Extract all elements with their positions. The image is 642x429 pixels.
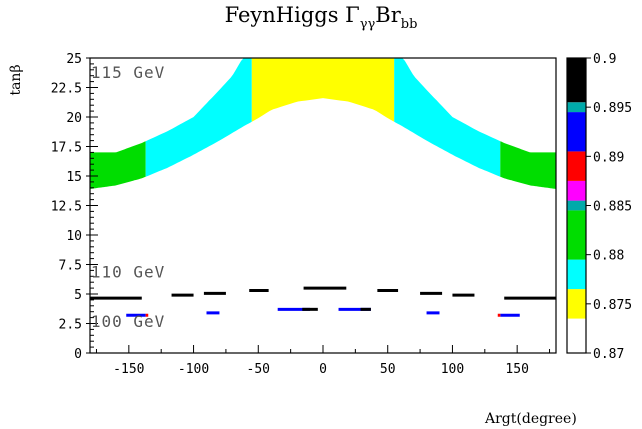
y-tick-label-8: 20 <box>66 111 82 126</box>
y-axis-label: tanβ <box>8 64 24 95</box>
plot-background <box>90 58 556 353</box>
chart-title-sub2: bb <box>401 17 418 32</box>
segments-110gev <box>90 286 556 300</box>
colorbar-tick-label-6: 0.9 <box>593 52 616 67</box>
colorbar-band-9 <box>567 58 586 103</box>
annotation-2: 100 GeV <box>91 312 165 331</box>
y-tick-label-10: 25 <box>66 52 82 67</box>
colorbar-band-2 <box>567 259 586 290</box>
x-tick-label-4: 50 <box>380 362 396 377</box>
x-tick-label-2: -50 <box>247 362 270 377</box>
x-tick-label-0: -150 <box>113 362 144 377</box>
y-tick-label-5: 12.5 <box>51 200 82 215</box>
plot-area <box>89 57 557 354</box>
regions-115gev <box>90 58 556 189</box>
colorbar-band-6 <box>567 151 586 181</box>
region-zone-4 <box>500 141 556 189</box>
y-tick-label-2: 5 <box>74 288 82 303</box>
colorbar-band-1 <box>567 289 586 319</box>
colorbar-band-3 <box>567 210 586 260</box>
region-zone-3 <box>394 58 501 177</box>
chart-title-main: FeynHiggs Γ <box>225 3 360 27</box>
y-tick-label-1: 2.5 <box>59 318 82 333</box>
chart-title-sub1: γγ <box>360 17 376 32</box>
chart-title-mid: Br <box>375 3 401 27</box>
colorbar-tick-label-1: 0.875 <box>593 298 632 313</box>
y-tick-label-7: 17.5 <box>51 141 82 156</box>
annotation-0: 115 GeV <box>91 63 165 82</box>
x-tick-label-3: 0 <box>319 362 327 377</box>
colorbar-band-4 <box>567 200 586 211</box>
x-tick-label-1: -100 <box>178 362 209 377</box>
y-tick-label-6: 15 <box>66 170 82 185</box>
colorbar-tick-label-4: 0.89 <box>593 150 624 165</box>
colorbar-band-5 <box>567 180 586 201</box>
colorbar-band-7 <box>567 112 586 152</box>
x-axis: -150 -100 -50 0 50 100 150 <box>95 345 551 377</box>
colorbar-tick-label-3: 0.885 <box>593 200 632 215</box>
colorbar-band-8 <box>567 102 586 113</box>
colorbar: 0.87 0.875 0.88 0.885 0.89 0.895 0.9 <box>566 52 632 362</box>
annotation-1: 110 GeV <box>91 263 165 282</box>
y-tick-label-0: 0 <box>74 347 82 362</box>
chart-title: FeynHiggs ΓγγBrbb <box>225 3 418 32</box>
colorbar-band-0 <box>567 318 586 353</box>
y-tick-label-3: 7.5 <box>59 259 82 274</box>
region-zone-2 <box>251 58 395 122</box>
x-axis-label: Argt(degree) <box>484 411 577 427</box>
y-tick-label-9: 22.5 <box>51 82 82 97</box>
colorbar-tick-label-0: 0.87 <box>593 347 624 362</box>
y-axis: 0 2.5 5 7.5 10 12.5 15 17.5 20 22.5 25 <box>51 52 98 362</box>
segments-100gev <box>126 307 520 317</box>
x-tick-label-6: 150 <box>505 362 528 377</box>
colorbar-tick-label-2: 0.88 <box>593 249 624 264</box>
colorbar-tick-label-5: 0.895 <box>593 101 632 116</box>
x-tick-label-5: 100 <box>441 362 464 377</box>
region-zone-1 <box>145 58 252 177</box>
region-zone-0 <box>90 141 146 189</box>
y-tick-label-4: 10 <box>66 229 82 244</box>
annotations: 115 GeV 110 GeV 100 GeV <box>91 63 165 331</box>
